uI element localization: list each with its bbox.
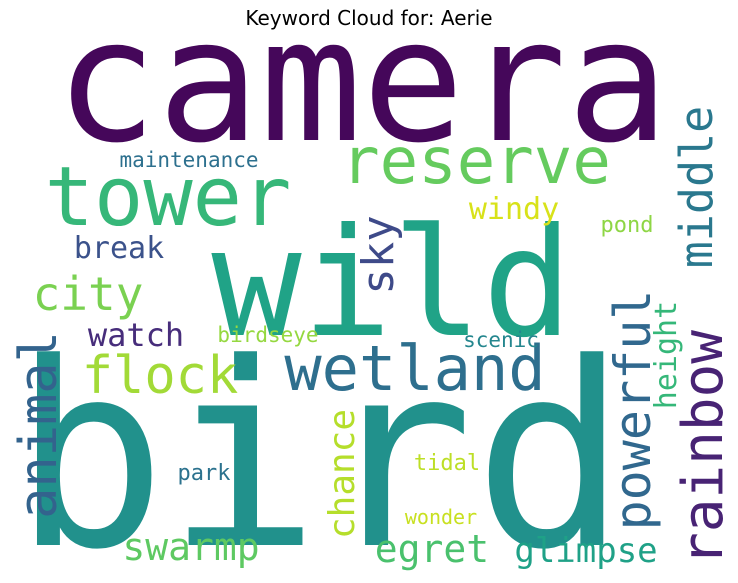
word-rainbow: rainbow: [671, 330, 736, 566]
word-egret: egret: [375, 527, 489, 571]
word-flock: flock: [82, 346, 239, 406]
chart-title: Keyword Cloud for: Aerie: [245, 6, 493, 30]
word-watch: watch: [88, 316, 184, 354]
word-windy: windy: [469, 192, 559, 227]
word-maintenance: maintenance: [119, 148, 258, 172]
word-camera: camera: [55, 0, 669, 181]
word-tidal: tidal: [414, 451, 480, 476]
word-sky: sky: [353, 215, 404, 294]
word-city: city: [33, 267, 144, 321]
word-height: height: [649, 301, 684, 409]
word-wetland: wetland: [284, 332, 545, 405]
word-pond: pond: [601, 213, 654, 238]
word-powerful: powerful: [604, 290, 662, 531]
word-reserve: reserve: [341, 125, 611, 199]
word-park: park: [178, 461, 231, 486]
word-wild: wild: [211, 197, 572, 371]
word-scenic: scenic: [463, 328, 539, 352]
word-middle: middle: [670, 106, 723, 269]
word-animal: animal: [9, 331, 69, 519]
word-glimpse: glimpse: [514, 531, 657, 571]
word-birdseye: birdseye: [217, 323, 318, 347]
word-tower: tower: [45, 150, 292, 245]
word-break: break: [74, 231, 164, 266]
word-bird: bird: [13, 309, 627, 583]
word-wonder: wonder: [405, 505, 477, 529]
word-chance: chance: [322, 409, 363, 539]
word-swarmp: swarmp: [122, 525, 259, 569]
